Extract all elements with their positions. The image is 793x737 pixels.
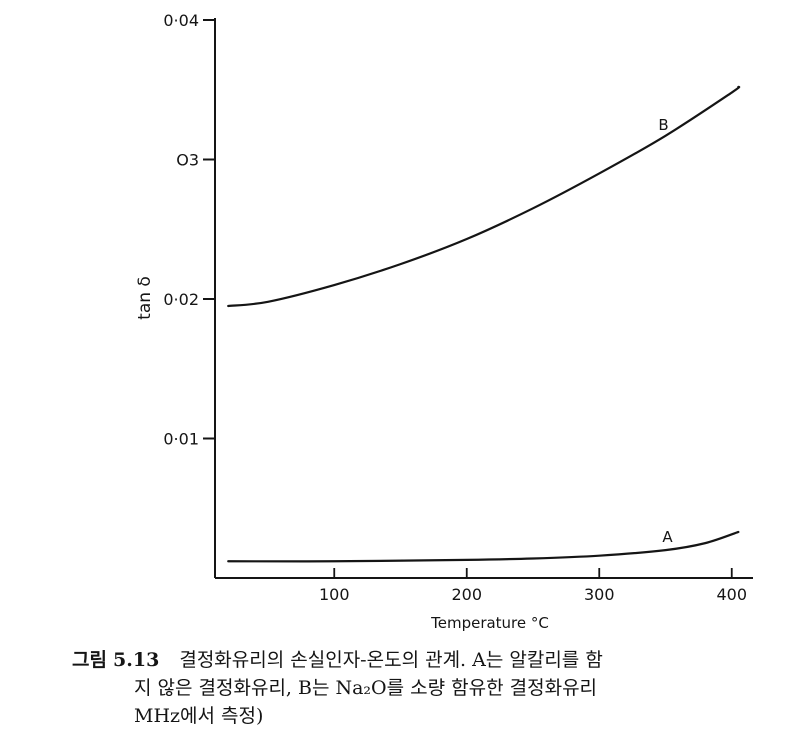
caption-line-3: MHz에서 측정) [134, 702, 263, 730]
caption-line-1: 그림 5.13 결정화유리의 손실인자-온도의 관계. A는 알칼리를 함 [72, 646, 603, 674]
x-tick-label-3: 400 [716, 585, 747, 604]
caption-line-2: 지 않은 결정화유리, B는 Na₂O를 소량 함유한 결정화유리 [134, 674, 597, 702]
chart-area: 0·01 0·02 O3 0·04 100 200 300 400 Temperature °C… [135, 11, 753, 632]
figure-caption: 그림 5.13 결정화유리의 손실인자-온도의 관계. A는 알칼리를 함 지 … [0, 646, 793, 737]
series-label-B: B [658, 116, 668, 134]
caption-text-1: 결정화유리의 손실인자-온도의 관계. A는 알칼리를 함 [179, 649, 603, 671]
series-label-A: A [662, 528, 673, 546]
x-tick-label-1: 200 [451, 585, 482, 604]
y-axis-label: tan δ [135, 276, 155, 320]
series-line-B [227, 85, 741, 308]
x-tick-label-2: 300 [584, 585, 615, 604]
caption-text-2: 지 않은 결정화유리, B는 Na₂O를 소량 함유한 결정화유리 [134, 677, 598, 699]
series-line-A [227, 530, 740, 563]
caption-number: 5.13 [113, 649, 160, 671]
x-axis-label: Temperature °C [430, 614, 549, 632]
y-tick-label-3: 0·04 [163, 11, 199, 30]
y-tick-label-1: 0·02 [163, 290, 199, 309]
chart-svg: 0·01 0·02 O3 0·04 100 200 300 400 Temperature °C… [135, 11, 753, 632]
caption-text-3: MHz에서 측정) [134, 705, 264, 727]
x-tick-label-0: 100 [319, 585, 350, 604]
y-tick-label-0: 0·01 [163, 430, 199, 449]
y-tick-label-2: O3 [176, 151, 199, 170]
caption-label: 그림 [72, 649, 107, 671]
